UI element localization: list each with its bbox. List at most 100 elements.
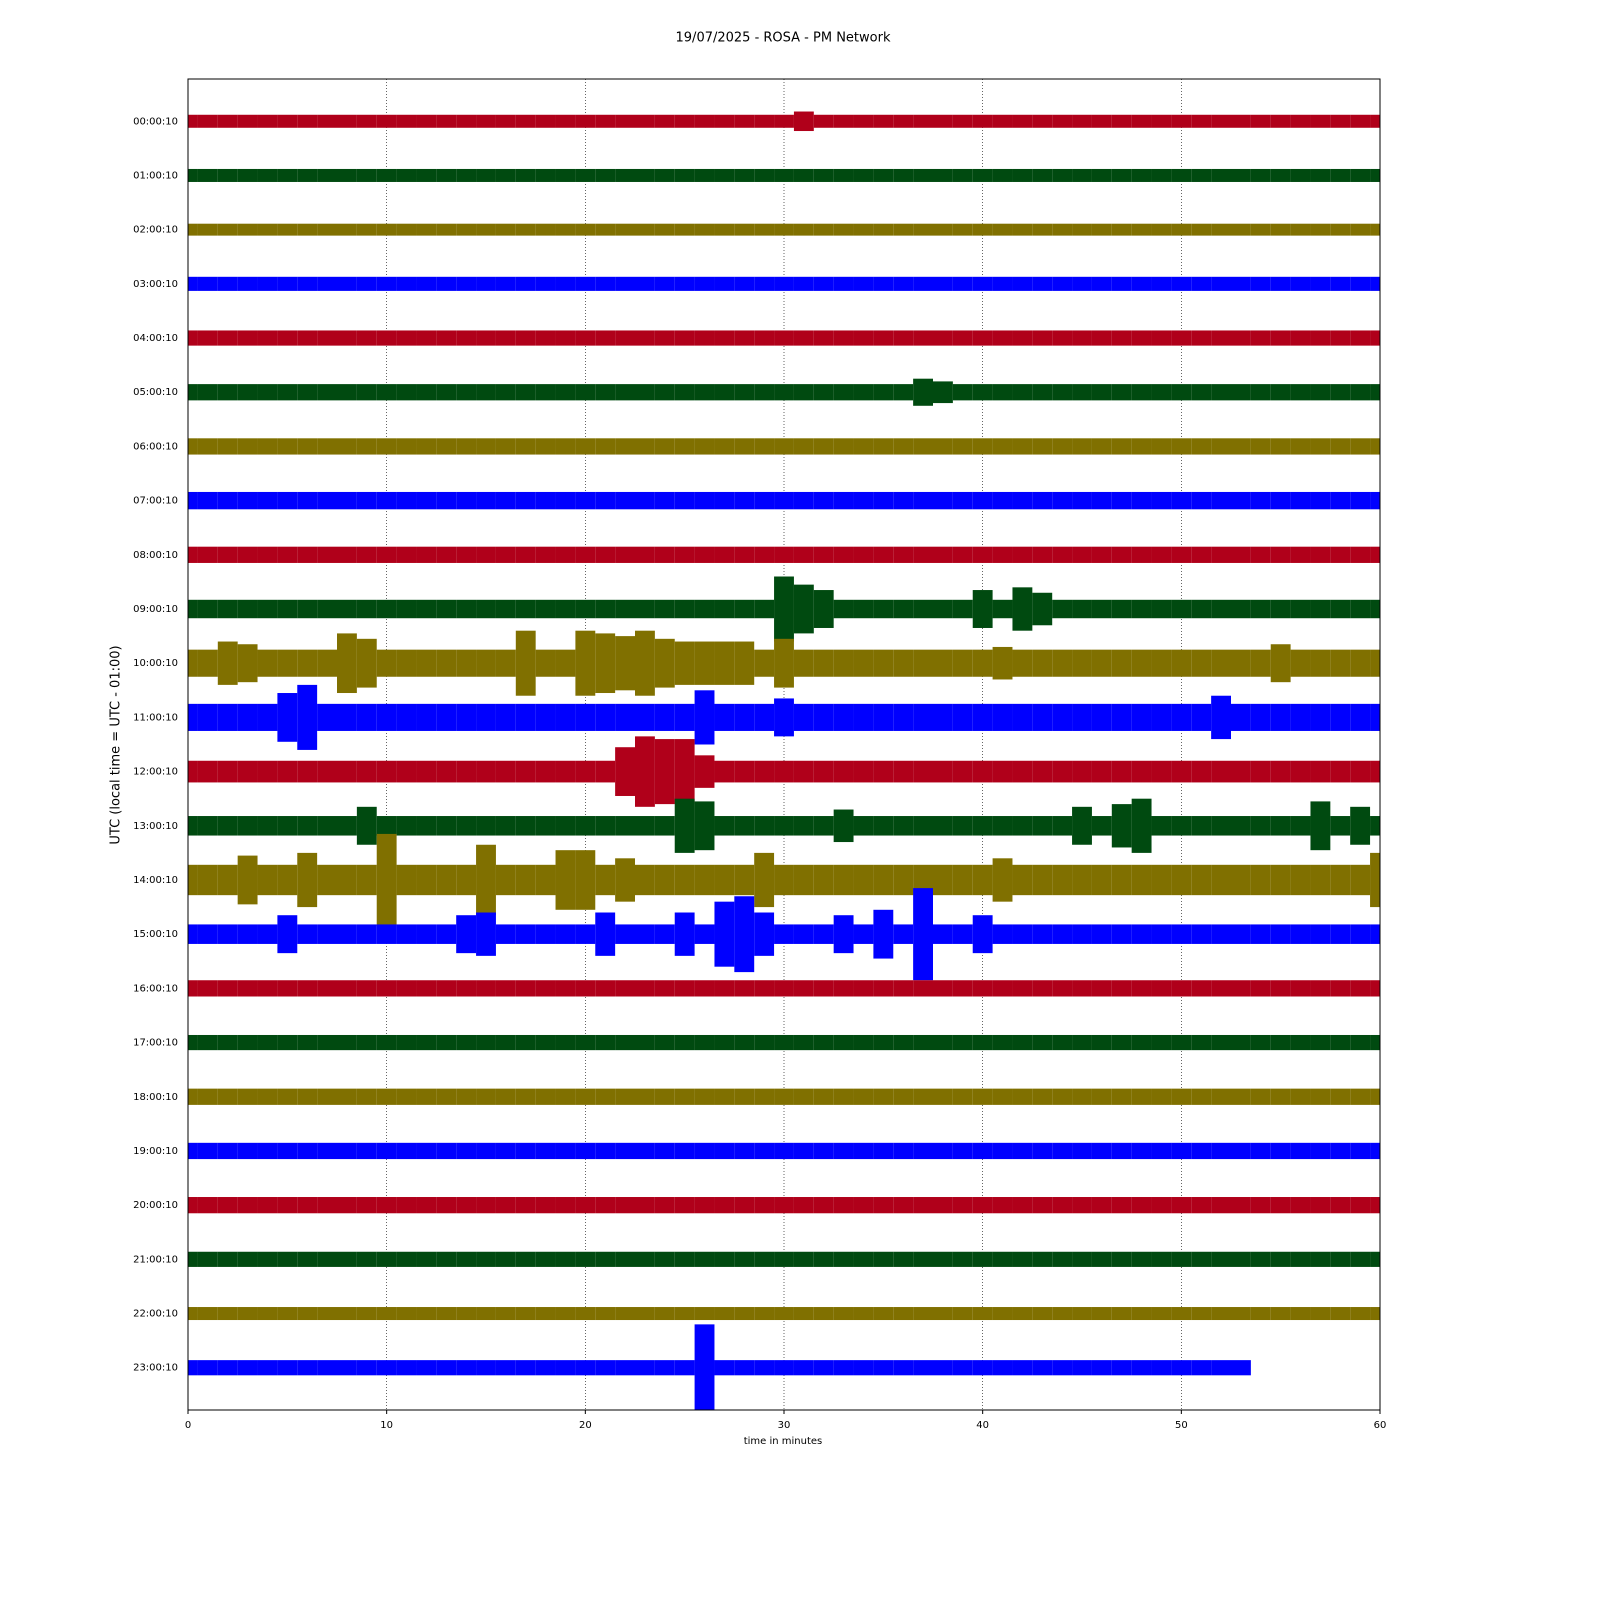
trace-segment xyxy=(734,276,755,291)
x-tick-label: 0 xyxy=(185,1420,191,1431)
trace-segment xyxy=(1370,649,1380,677)
trace-segment xyxy=(1171,1034,1192,1051)
trace-segment xyxy=(833,1142,854,1160)
trace-segment xyxy=(1270,599,1291,619)
trace-segment xyxy=(734,641,755,685)
trace-segment xyxy=(1290,760,1311,783)
trace-segment xyxy=(774,816,794,836)
trace-segment xyxy=(297,330,318,346)
trace-segment xyxy=(1111,864,1132,896)
trace-segment xyxy=(495,223,516,236)
trace-segment xyxy=(1171,438,1192,455)
trace-segment xyxy=(436,491,457,510)
trace-segment xyxy=(555,924,576,944)
row-label: 03:00:10 xyxy=(133,279,178,290)
trace-segment xyxy=(277,1197,298,1214)
trace-segment xyxy=(1310,599,1331,619)
trace-segment xyxy=(1111,384,1132,401)
trace-segment xyxy=(476,703,496,731)
trace-segment xyxy=(674,798,695,853)
trace-segment xyxy=(1191,276,1212,291)
trace-segment xyxy=(1250,599,1271,619)
trace-segment xyxy=(1191,703,1212,731)
trace-segment xyxy=(495,438,516,455)
trace-segment xyxy=(476,649,496,677)
trace-segment xyxy=(1151,980,1172,997)
trace-segment xyxy=(217,1034,238,1051)
trace-segment xyxy=(1211,816,1231,836)
trace-segment xyxy=(734,1088,755,1105)
trace-segment xyxy=(1211,649,1231,677)
trace-segment xyxy=(714,438,735,455)
trace-segment xyxy=(853,1197,874,1214)
trace-segment xyxy=(515,438,536,455)
trace-segment xyxy=(952,1307,973,1321)
trace-segment xyxy=(197,649,218,677)
trace-segment xyxy=(654,491,675,510)
trace-segment xyxy=(1151,1088,1172,1105)
trace-segment xyxy=(952,491,973,510)
trace-segment xyxy=(1032,1197,1053,1214)
trace-segment xyxy=(1310,703,1331,731)
trace-segment xyxy=(933,1307,953,1321)
trace-segment xyxy=(277,384,298,401)
trace-segment xyxy=(337,1142,357,1160)
trace-segment xyxy=(873,276,894,291)
trace-segment xyxy=(555,1251,576,1267)
trace-segment xyxy=(237,1251,258,1267)
trace-segment xyxy=(873,438,894,455)
trace-segment xyxy=(972,276,993,291)
trace-segment xyxy=(376,1251,397,1267)
row-label: 14:00:10 xyxy=(133,875,178,886)
trace-segment xyxy=(356,1142,377,1160)
trace-segment xyxy=(1310,1142,1331,1160)
trace-segment xyxy=(1370,980,1380,997)
trace-segment xyxy=(1171,546,1192,563)
trace-segment xyxy=(1151,168,1172,182)
trace-segment xyxy=(793,924,814,944)
trace-segment xyxy=(615,1197,635,1214)
x-axis-label: time in minutes xyxy=(744,1436,823,1447)
trace-segment xyxy=(515,924,536,944)
trace-segment xyxy=(1211,438,1231,455)
trace-segment xyxy=(535,114,556,128)
trace-segment xyxy=(515,599,536,619)
trace-segment xyxy=(1211,223,1231,236)
trace-segment xyxy=(635,816,655,836)
trace-segment xyxy=(1151,649,1172,677)
trace-segment xyxy=(217,491,238,510)
trace-segment xyxy=(774,276,794,291)
trace-segment xyxy=(297,223,318,236)
trace-segment xyxy=(793,760,814,783)
trace-segment xyxy=(456,864,477,896)
trace-segment xyxy=(774,638,794,688)
trace-segment xyxy=(1330,1142,1351,1160)
trace-segment xyxy=(1131,546,1152,563)
trace-segment xyxy=(873,649,894,677)
trace-segment xyxy=(495,1142,516,1160)
trace-segment xyxy=(257,384,278,401)
trace-segment xyxy=(297,546,318,563)
trace-segment xyxy=(317,384,337,401)
trace-segment xyxy=(356,276,377,291)
trace-segment xyxy=(1012,168,1033,182)
trace-segment xyxy=(1072,1088,1092,1105)
trace-segment xyxy=(277,276,298,291)
trace xyxy=(188,1034,1380,1051)
trace-segment xyxy=(1012,760,1033,783)
trace-segment xyxy=(188,114,198,128)
trace-segment xyxy=(277,546,298,563)
trace-segment xyxy=(188,1251,198,1267)
trace-segment xyxy=(1231,703,1251,731)
x-tick-label: 20 xyxy=(579,1420,592,1431)
trace-segment xyxy=(1012,980,1033,997)
trace-segment xyxy=(456,649,477,677)
trace-segment xyxy=(1151,1307,1172,1321)
trace-segment xyxy=(188,649,198,677)
trace-segment xyxy=(1290,649,1311,677)
trace-segment xyxy=(674,599,695,619)
trace-segment xyxy=(654,980,675,997)
trace-segment xyxy=(1370,1142,1380,1160)
trace-segment xyxy=(734,330,755,346)
trace-segment xyxy=(654,864,675,896)
